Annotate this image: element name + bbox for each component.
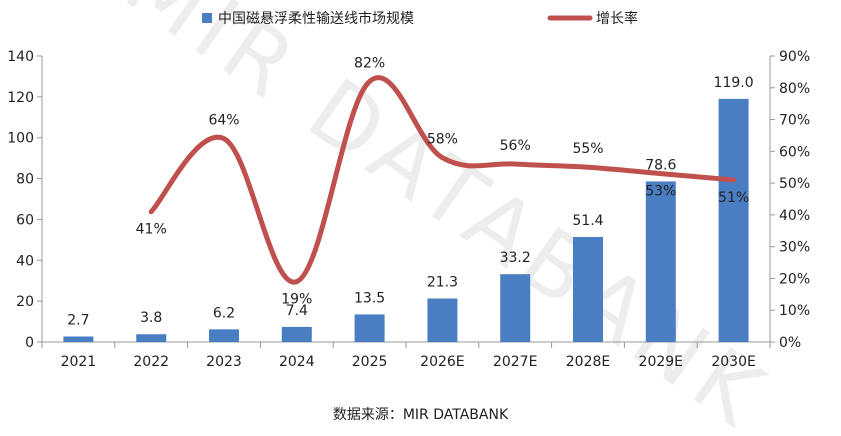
line-series (148, 75, 737, 285)
bar-value-label: 6.2 (213, 305, 235, 321)
bar-value-label: 7.4 (286, 303, 308, 319)
growth-rate-label: 64% (208, 113, 239, 129)
right-y-axis: 0% 10% 20% 30% 40% 50% 60% 70% 80% 90% (769, 49, 810, 351)
left-tick-label: 60 (16, 212, 34, 228)
bar-value-label: 3.8 (140, 310, 162, 326)
bar (354, 314, 385, 342)
legend-bar-swatch (202, 13, 212, 23)
x-tick-label: 2027E (493, 354, 537, 370)
x-tick-label: 2030E (711, 354, 755, 370)
bar (63, 336, 94, 342)
bar (209, 329, 239, 342)
bar (573, 236, 603, 342)
left-tick-label: 140 (7, 49, 34, 65)
bar-value-label: 33.2 (500, 250, 531, 266)
growth-rate-label: 53% (645, 184, 676, 200)
bar (427, 298, 458, 342)
legend-line-label: 增长率 (596, 10, 638, 27)
bar-series (63, 98, 749, 343)
bar-value-label: 51.4 (572, 213, 603, 229)
bar (136, 334, 167, 342)
x-tick-label: 2023 (206, 354, 242, 370)
growth-line (148, 75, 737, 285)
watermark: MIR DATABANK (108, 0, 788, 436)
bar (500, 274, 531, 342)
left-y-axis: 0 20 40 60 80 100 120 140 (7, 49, 43, 351)
right-tick-label: 0% (779, 335, 801, 351)
left-tick-label: 20 (16, 294, 34, 310)
left-tick-label: 0 (25, 335, 34, 351)
x-tick-label: 2029E (639, 354, 683, 370)
right-tick-label: 30% (779, 240, 810, 256)
legend-bar-label: 中国磁悬浮柔性输送线市场规模 (218, 10, 414, 27)
right-tick-label: 90% (779, 49, 810, 65)
right-tick-label: 40% (779, 208, 810, 224)
x-tick-label: 2025 (352, 354, 388, 370)
growth-rate-label: 82% (354, 55, 385, 71)
growth-rate-label: 41% (136, 222, 167, 238)
growth-rate-label: 51% (718, 190, 749, 206)
bar-value-label: 2.7 (67, 312, 89, 328)
growth-rate-label: 55% (572, 141, 603, 157)
left-tick-label: 120 (7, 90, 34, 106)
growth-rate-label: 56% (500, 138, 531, 154)
growth-rate-label: 19% (281, 292, 312, 308)
left-tick-label: 80 (16, 172, 34, 188)
right-tick-label: 20% (779, 271, 810, 287)
bar-value-label: 78.6 (645, 157, 676, 173)
bar-value-label: 21.3 (427, 274, 458, 290)
right-tick-label: 50% (779, 176, 810, 192)
right-tick-label: 10% (779, 303, 810, 319)
watermark-text: MIR DATABANK (108, 0, 788, 436)
bar (718, 98, 749, 343)
bar (281, 326, 312, 342)
bar-value-label: 13.5 (354, 290, 385, 306)
right-tick-label: 60% (779, 144, 810, 160)
left-tick-label: 40 (16, 253, 34, 269)
left-tick-label: 100 (7, 131, 34, 147)
bar-value-label: 119.0 (714, 75, 754, 91)
x-tick-label: 2024 (279, 354, 315, 370)
x-tick-label: 2028E (566, 354, 610, 370)
right-tick-label: 70% (779, 113, 810, 129)
x-tick-label: 2026E (420, 354, 464, 370)
source-note: 数据来源：MIR DATABANK (332, 407, 509, 423)
x-tick-label: 2022 (133, 354, 169, 370)
legend: 中国磁悬浮柔性输送线市场规模 增长率 (202, 10, 638, 27)
data-labels: 2.7 3.8 6.2 7.4 13.5 21.3 33.2 51.4 78.6 119.0 41%… (67, 55, 753, 328)
growth-rate-label: 58% (427, 132, 458, 148)
x-tick-label: 2021 (61, 354, 97, 370)
bar (645, 181, 676, 342)
right-tick-label: 80% (779, 81, 810, 97)
